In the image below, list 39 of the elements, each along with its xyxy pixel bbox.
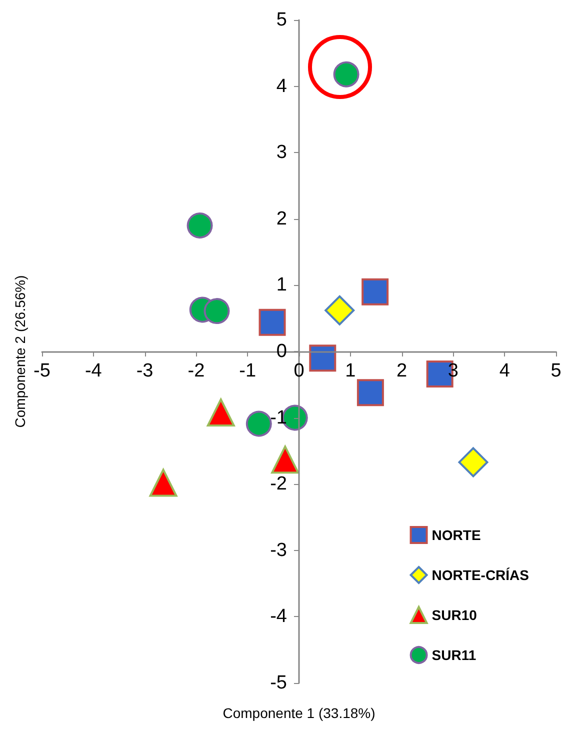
y-tick-label: 3 (276, 142, 287, 164)
point (246, 410, 272, 437)
x-tick-label: -4 (84, 360, 102, 382)
point (186, 212, 213, 239)
y-tick-label: 2 (276, 208, 287, 230)
y-tick-label: 0 (276, 341, 287, 362)
legend-label: NORTE (432, 527, 481, 543)
point (149, 468, 178, 497)
point (458, 447, 488, 478)
x-tick-label: 5 (550, 360, 562, 382)
y-tick-label: 4 (276, 76, 288, 97)
point (362, 278, 389, 306)
y-tick-label: -2 (270, 474, 287, 495)
y-tick-label: -3 (270, 540, 287, 561)
y-tick-label: 5 (276, 10, 287, 30)
x-tick-label: 2 (396, 360, 408, 382)
legend-label: NORTE-CRÍAS (432, 567, 530, 583)
x-axis-title: Componente 1 (33.18%) (222, 705, 376, 721)
x-tick-label: 0 (294, 360, 304, 382)
point (258, 308, 286, 336)
y-tick-label: 1 (276, 274, 287, 296)
legend-label: SUR11 (432, 647, 476, 663)
y-tick-label: -4 (270, 606, 288, 628)
point (356, 379, 384, 406)
y-axis-title: Componente 2 (26.56%) (12, 275, 28, 428)
x-tick-label: -1 (239, 360, 256, 382)
x-tick-label: 1 (345, 360, 356, 382)
legend-label: SUR10 (432, 607, 478, 623)
x-tick-label: 4 (499, 360, 510, 382)
point (309, 344, 336, 372)
x-tick-label: 3 (448, 360, 458, 382)
x-tick-label: -5 (34, 360, 50, 382)
point (324, 295, 355, 326)
point (204, 298, 230, 324)
point (271, 446, 300, 474)
x-tick-label: -2 (188, 360, 205, 382)
y-tick-label: -5 (270, 672, 287, 694)
point (206, 398, 235, 426)
x-tick-label: -3 (136, 360, 154, 382)
